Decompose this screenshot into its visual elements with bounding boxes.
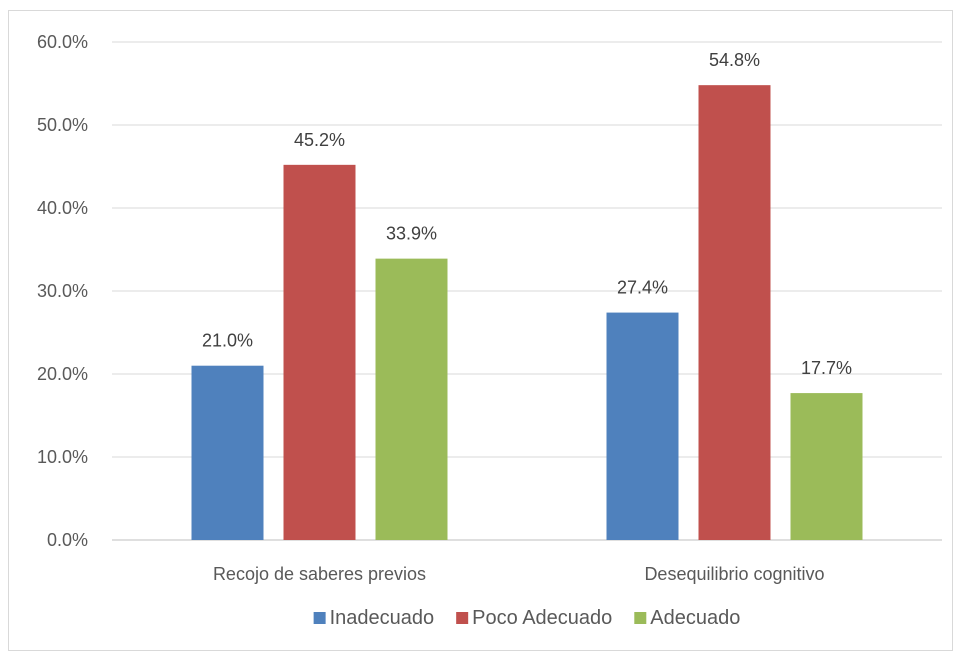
- y-tick-label: 10.0%: [37, 447, 88, 467]
- data-label: 27.4%: [617, 278, 668, 298]
- legend-swatch: [456, 612, 469, 624]
- bar-poco-adecuado: [283, 164, 356, 540]
- legend-label: Inadecuado: [330, 607, 435, 629]
- bar-inadecuado: [606, 312, 679, 540]
- category-label: Recojo de saberes previos: [213, 564, 426, 584]
- data-label: 17.7%: [801, 358, 852, 378]
- y-tick-label: 0.0%: [47, 530, 88, 550]
- y-tick-label: 40.0%: [37, 198, 88, 218]
- data-label: 33.9%: [386, 224, 437, 244]
- legend-swatch: [634, 612, 647, 624]
- data-label: 54.8%: [709, 50, 760, 70]
- category-label: Desequilibrio cognitivo: [644, 564, 824, 584]
- chart-frame: [8, 10, 953, 651]
- legend-swatch: [313, 612, 326, 624]
- bar-adecuado: [790, 393, 863, 540]
- bar-adecuado: [375, 258, 448, 540]
- legend-label: Adecuado: [650, 607, 740, 629]
- bar-poco-adecuado: [698, 85, 771, 540]
- data-label: 45.2%: [294, 130, 345, 150]
- data-label: 21.0%: [202, 331, 253, 351]
- y-tick-label: 30.0%: [37, 281, 88, 301]
- y-tick-label: 50.0%: [37, 115, 88, 135]
- y-tick-label: 60.0%: [37, 32, 88, 52]
- bar-inadecuado: [191, 365, 264, 540]
- legend-label: Poco Adecuado: [472, 607, 612, 629]
- y-tick-label: 20.0%: [37, 364, 88, 384]
